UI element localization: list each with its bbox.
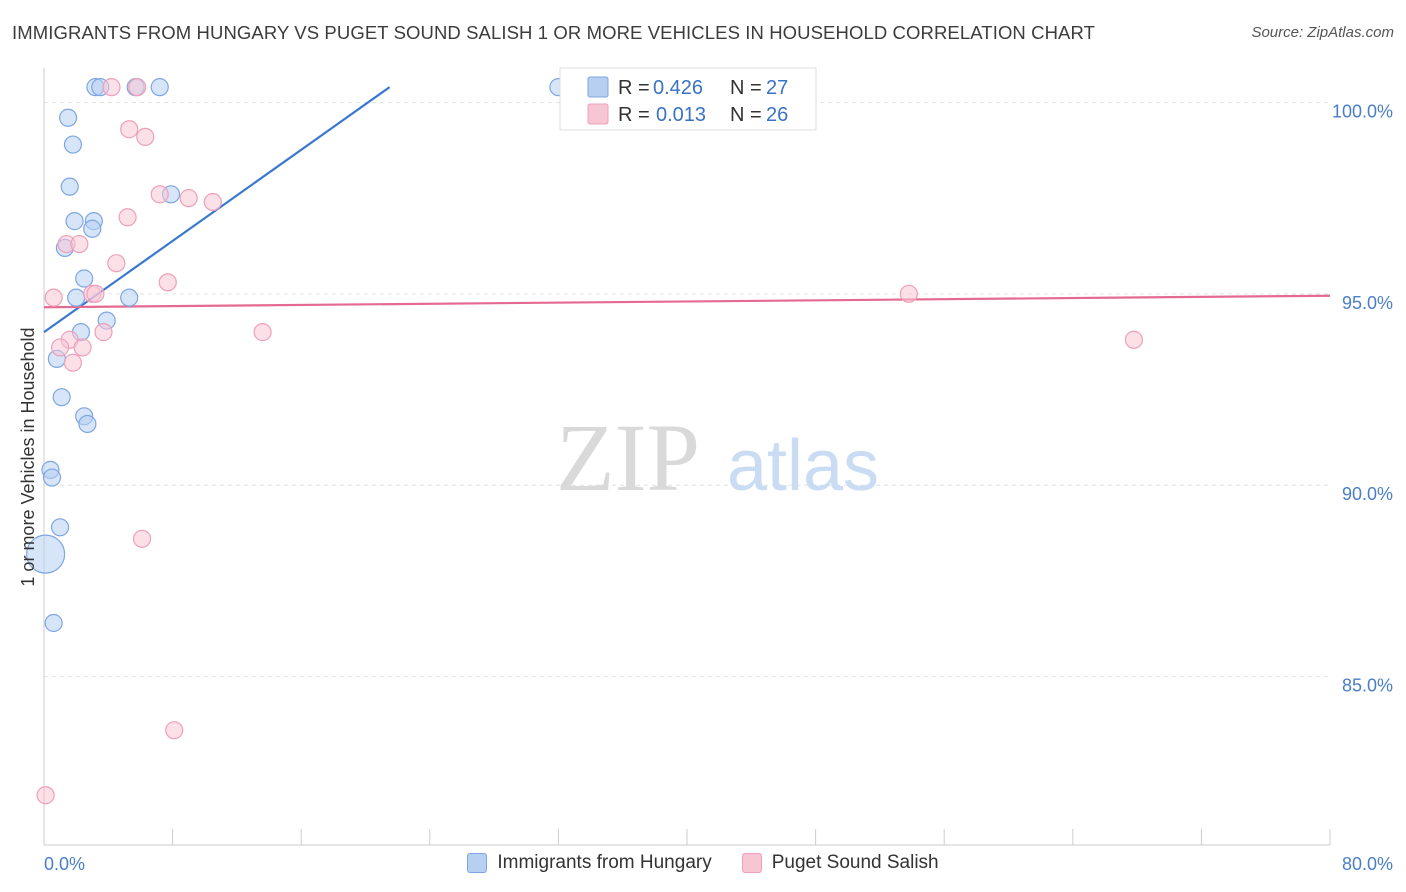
point-salish-14: [86, 284, 105, 303]
point-hungary-24: [50, 518, 70, 537]
legend-item-salish: Puget Sound Salish: [741, 852, 939, 874]
x-tick-label-1: 80.0%: [1342, 854, 1393, 874]
point-salish-22: [63, 353, 83, 372]
point-hungary-23: [42, 468, 62, 487]
point-salish-11: [158, 273, 177, 292]
point-hungary-7: [60, 177, 79, 196]
point-hungary-14: [67, 288, 86, 307]
axes: [43, 68, 1331, 846]
point-salish-9: [70, 234, 89, 254]
legend-n-label-hungary: N =: [730, 77, 762, 99]
point-salish-2: [120, 120, 139, 139]
y-tick-label-2: 95.0%: [1342, 293, 1393, 313]
point-salish-4: [150, 185, 169, 204]
legend-n-value-salish: 26: [766, 104, 788, 126]
point-hungary-21: [78, 414, 97, 434]
data-points: [26, 78, 1143, 805]
y-tick-label-0: 85.0%: [1342, 676, 1393, 696]
point-hungary-13: [75, 269, 94, 288]
watermark-atlas: atlas: [727, 426, 879, 506]
point-salish-25: [36, 786, 55, 805]
legend-marker-hungary: [467, 853, 488, 873]
trend-line-salish: [43, 294, 1331, 309]
legend-box: R = 0.426 N = 27 R = 0.013 N = 26: [559, 67, 817, 131]
point-salish-23: [132, 529, 152, 548]
point-hungary-11: [83, 219, 102, 238]
point-hungary-15: [120, 288, 139, 307]
grid-lines: [44, 101, 1330, 678]
point-salish-12: [44, 288, 63, 307]
watermark-zip: ZIP: [556, 404, 700, 511]
legend-r-label-hungary: R =: [618, 77, 650, 99]
x-tick-labels: 0.0% 80.0%: [44, 854, 1393, 874]
point-salish-7: [118, 208, 137, 227]
legend-r-value-salish: 0.013: [656, 104, 706, 126]
point-hungary-26: [44, 613, 63, 633]
legend-r-label-salish: R =: [618, 104, 650, 126]
legend-label-hungary: Immigrants from Hungary: [497, 852, 712, 873]
y-tick-label-1: 90.0%: [1342, 484, 1393, 504]
legend-n-value-hungary: 27: [766, 77, 788, 99]
point-hungary-3: [150, 78, 169, 97]
legend-n-label-salish: N =: [730, 104, 762, 126]
point-hungary-9: [65, 212, 84, 231]
point-salish-3: [136, 127, 155, 146]
point-salish-20: [73, 338, 92, 357]
y-tick-label-3: 100.0%: [1332, 101, 1393, 121]
point-salish-0: [102, 78, 121, 97]
x-tick-label-0: 0.0%: [44, 854, 85, 874]
legend-item-hungary: Immigrants from Hungary: [467, 852, 712, 874]
point-salish-15: [899, 284, 918, 303]
point-hungary-19: [52, 388, 71, 407]
point-salish-1: [128, 78, 147, 97]
chart-title: IMMIGRANTS FROM HUNGARY VS PUGET SOUND S…: [12, 22, 1096, 43]
point-hungary-6: [63, 135, 83, 154]
legend-swatch-hungary: [587, 76, 609, 98]
series-legend: Immigrants from Hungary Puget Sound Sali…: [0, 852, 1406, 874]
y-tick-labels: 85.0% 90.0% 95.0% 100.0%: [1332, 101, 1393, 695]
legend-marker-salish: [741, 853, 762, 873]
legend-swatch-salish: [587, 103, 609, 125]
point-salish-17: [253, 323, 272, 342]
point-salish-5: [179, 189, 198, 208]
point-hungary-25: [26, 534, 66, 574]
point-salish-6: [203, 192, 222, 212]
point-salish-21: [1124, 330, 1143, 349]
legend-r-value-hungary: 0.426: [653, 77, 703, 99]
point-salish-24: [165, 721, 184, 740]
point-hungary-5: [59, 108, 78, 127]
y-axis-label: 1 or more Vehicles in Household: [18, 327, 38, 586]
source-label: Source: ZipAtlas.com: [1251, 24, 1394, 41]
legend-label-salish: Puget Sound Salish: [771, 852, 939, 873]
point-salish-19: [50, 338, 70, 357]
point-salish-16: [94, 323, 113, 342]
point-salish-10: [107, 254, 126, 273]
